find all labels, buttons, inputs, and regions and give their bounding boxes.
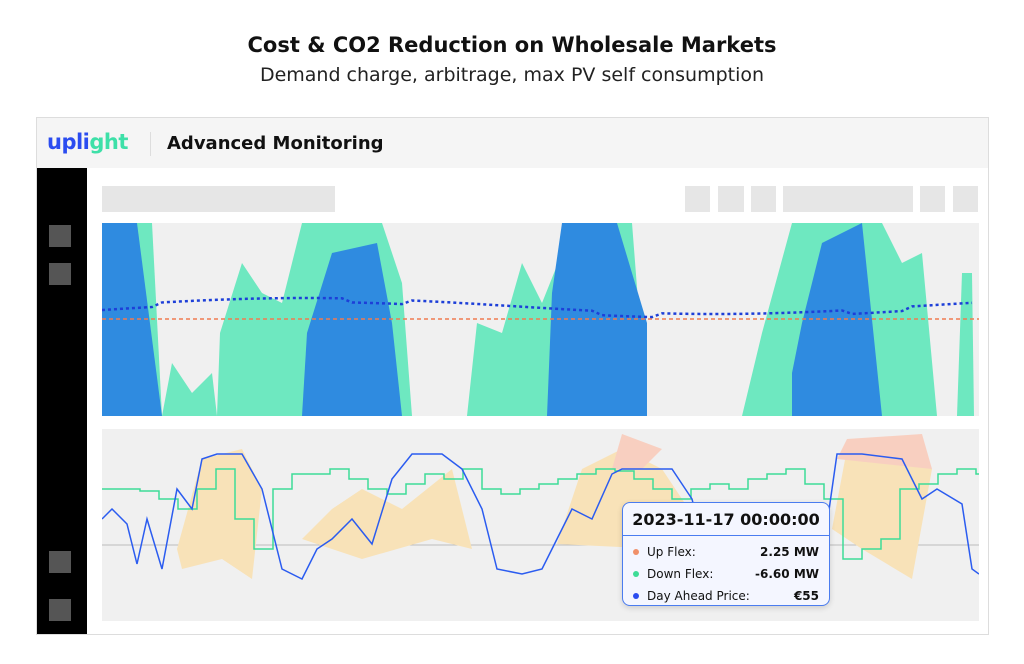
row-label: Up Flex: [647,545,696,559]
placeholder-bar [102,186,335,212]
legend-dot-icon [633,593,639,599]
legend-dot-icon [633,549,639,555]
price-forecast-line [101,296,973,319]
down-flex-area [957,273,974,416]
sidebar-button[interactable] [49,599,71,621]
toolbar-button[interactable] [920,186,945,212]
app-title: Advanced Monitoring [167,133,384,154]
tooltip-date: 2023-11-17 00:00:00 [623,503,829,536]
toolbar-button[interactable] [718,186,744,212]
chart-tooltip: 2023-11-17 00:00:00 Up Flex: 2.25 MW Down… [622,502,830,606]
header-divider [150,132,151,156]
tooltip-row-up-flex: Up Flex: 2.25 MW [623,541,829,563]
tooltip-row-down-flex: Down Flex: -6.60 MW [623,563,829,585]
up-flex-area [547,223,647,416]
sidebar-button[interactable] [49,551,71,573]
row-value: -6.60 MW [755,567,819,581]
legend-dot-icon [633,571,639,577]
page-title: Cost & CO2 Reduction on Wholesale Market… [247,33,777,57]
up-flex-area [837,434,932,469]
row-label: Day Ahead Price: [647,589,750,603]
sidebar-button[interactable] [49,225,71,247]
toolbar-button[interactable] [685,186,710,212]
toolbar-button[interactable] [783,186,913,212]
down-flex-area [162,363,217,416]
up-flex-area [612,434,662,469]
row-value: €55 [793,589,819,603]
up-flex-area [302,243,402,416]
price-line-chart [101,429,996,621]
flex-band-area [832,449,932,579]
row-value: 2.25 MW [760,545,819,559]
uplight-logo: uplight [47,130,128,154]
flex-band-area [302,469,472,559]
app-header: uplight Advanced Monitoring [37,118,988,168]
toolbar-button[interactable] [751,186,776,212]
toolbar-button[interactable] [953,186,978,212]
flex-area-chart [101,223,979,416]
sidebar-button[interactable] [49,263,71,285]
tooltip-row-price: Day Ahead Price: €55 [623,585,829,607]
day-ahead-price-line [101,453,980,581]
row-label: Down Flex: [647,567,714,581]
sidebar [37,168,87,634]
down-flex-step-line [102,468,996,560]
app-window: uplight Advanced Monitoring [36,117,996,635]
page-subtitle: Demand charge, arbitrage, max PV self co… [259,64,765,86]
